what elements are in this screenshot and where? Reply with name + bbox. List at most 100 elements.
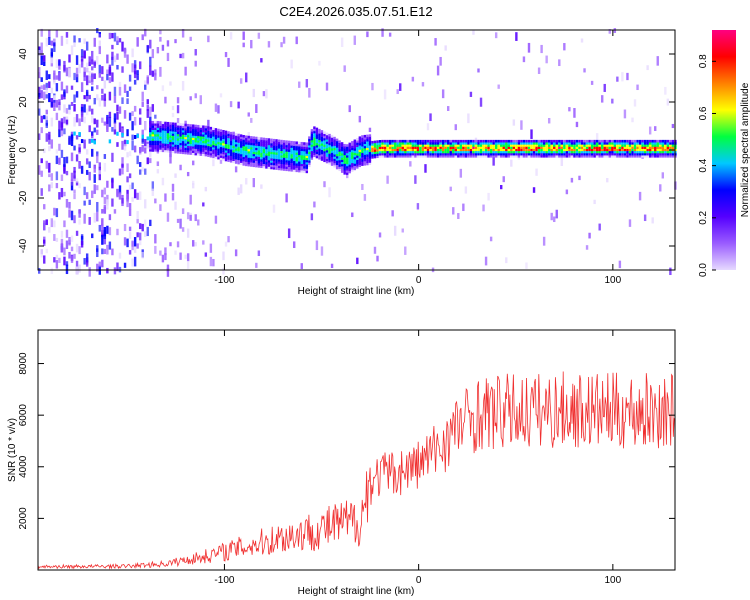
spectrogram-cell [616, 152, 619, 156]
spectrogram-cell [136, 219, 139, 224]
spectrogram-cell [353, 35, 356, 45]
spectrogram-cell [444, 144, 447, 147]
spectrogram-cell [202, 151, 205, 154]
spectrogram-cell [247, 146, 250, 150]
spectrogram-cell [159, 134, 162, 137]
spectrogram-cell [593, 139, 596, 143]
spectrogram-cell [484, 152, 488, 156]
spectrogram-cell [310, 155, 314, 158]
spectrogram-cell [73, 166, 76, 173]
spectrogram-cell [214, 215, 218, 224]
spectrogram-cell [40, 170, 43, 177]
spectrogram-cell [242, 158, 245, 162]
spectrogram-cell [285, 159, 288, 163]
spectrogram-cell [404, 142, 407, 145]
spectrogram-cell [267, 157, 271, 161]
spectrogram-cell [525, 148, 528, 152]
spectrogram-cell [272, 151, 276, 155]
spectrogram-cell [192, 152, 195, 156]
spectrogram-cell [131, 258, 134, 267]
spectrogram-cell [547, 155, 551, 158]
spectrogram-cell [351, 143, 354, 146]
spectrogram-cell [192, 130, 195, 134]
spectrogram-cell [98, 174, 101, 181]
spectrogram-cell [257, 250, 261, 257]
spectrogram-cell [547, 152, 551, 156]
spectrogram-cell [202, 153, 205, 157]
spectrogram-cell [527, 155, 531, 158]
spectrogram-cell [386, 155, 389, 158]
spectrogram-cell [441, 148, 445, 152]
spectrogram-cell [280, 159, 283, 162]
spectrogram-cell [330, 152, 334, 156]
spectrogram-cell [85, 158, 89, 165]
x-tick-label: -100 [214, 575, 234, 586]
spectrogram-cell [659, 155, 662, 158]
spectrogram-cell [287, 228, 291, 239]
spectrogram-cell [138, 61, 142, 70]
spectrogram-cell [161, 149, 165, 153]
spectrogram-cell [618, 150, 622, 154]
spectrogram-cell [204, 132, 208, 135]
spectrogram-cell [103, 80, 107, 89]
spectrogram-cell [192, 135, 195, 138]
spectrogram-cell [212, 144, 215, 148]
spectrogram-cell [80, 49, 84, 58]
spectrogram-cell [298, 154, 301, 158]
spectrogram-cell [565, 152, 569, 156]
spectrogram-cell [325, 152, 329, 155]
spectrogram-cell [217, 137, 220, 140]
spectrogram-cell [313, 145, 316, 149]
spectrogram-cell [123, 110, 127, 119]
spectrogram-cell [192, 128, 195, 132]
spectrogram-cell [247, 153, 250, 156]
spectrogram-cell [590, 144, 594, 147]
spectrogram-cell [424, 146, 427, 149]
spectrogram-cell [320, 138, 324, 142]
spectrogram-cell [101, 117, 104, 123]
spectrogram-cell [113, 113, 117, 120]
spectrogram-cell [510, 159, 513, 167]
spectrogram-cell [613, 28, 617, 33]
spectrogram-cell [224, 150, 228, 153]
spectrogram-cell [204, 136, 208, 140]
spectrogram-cell [98, 64, 101, 75]
spectrogram-cell [80, 106, 84, 111]
spectrogram-cell [656, 144, 659, 147]
spectrogram-cell [257, 141, 261, 144]
spectrogram-cell [91, 148, 94, 157]
spectrogram-cell [593, 150, 596, 154]
spectrogram-cell [603, 146, 606, 149]
spectrogram-cell [338, 153, 341, 156]
spectrogram-cell [459, 155, 463, 158]
spectrogram-cell [298, 156, 301, 160]
spectrogram-cell [101, 76, 104, 81]
spectrogram-cell [151, 188, 155, 196]
spectrogram-cell [280, 167, 283, 171]
spectrogram-cell [318, 137, 321, 141]
spectrogram-cell [363, 143, 367, 147]
spectrogram-cell [540, 142, 543, 145]
spectrogram-cell [156, 47, 160, 54]
spectrogram-cell [262, 152, 266, 156]
spectrogram-cell [669, 152, 672, 156]
spectrogram-cell [474, 148, 478, 152]
spectrogram-cell [590, 142, 594, 145]
spectrogram-cell [237, 153, 240, 156]
spectrogram-cell [328, 155, 331, 159]
spectrogram-cell [477, 144, 480, 147]
spectrogram-cell [280, 152, 283, 156]
spectrogram-cell [277, 148, 281, 151]
spectrogram-cell [308, 160, 311, 163]
spectrogram-cell [335, 160, 339, 163]
spectrogram-cell [166, 150, 170, 153]
spectrogram-cell [474, 146, 478, 149]
spectrogram-cell [356, 257, 359, 265]
spectrogram-cell [530, 142, 533, 145]
spectrogram-cell [181, 127, 185, 131]
spectrogram-cell [245, 178, 248, 185]
spectrogram-cell [40, 127, 43, 134]
spectrogram-cell [103, 162, 107, 172]
spectrogram-cell [573, 152, 576, 156]
spectrogram-cell [113, 95, 117, 103]
